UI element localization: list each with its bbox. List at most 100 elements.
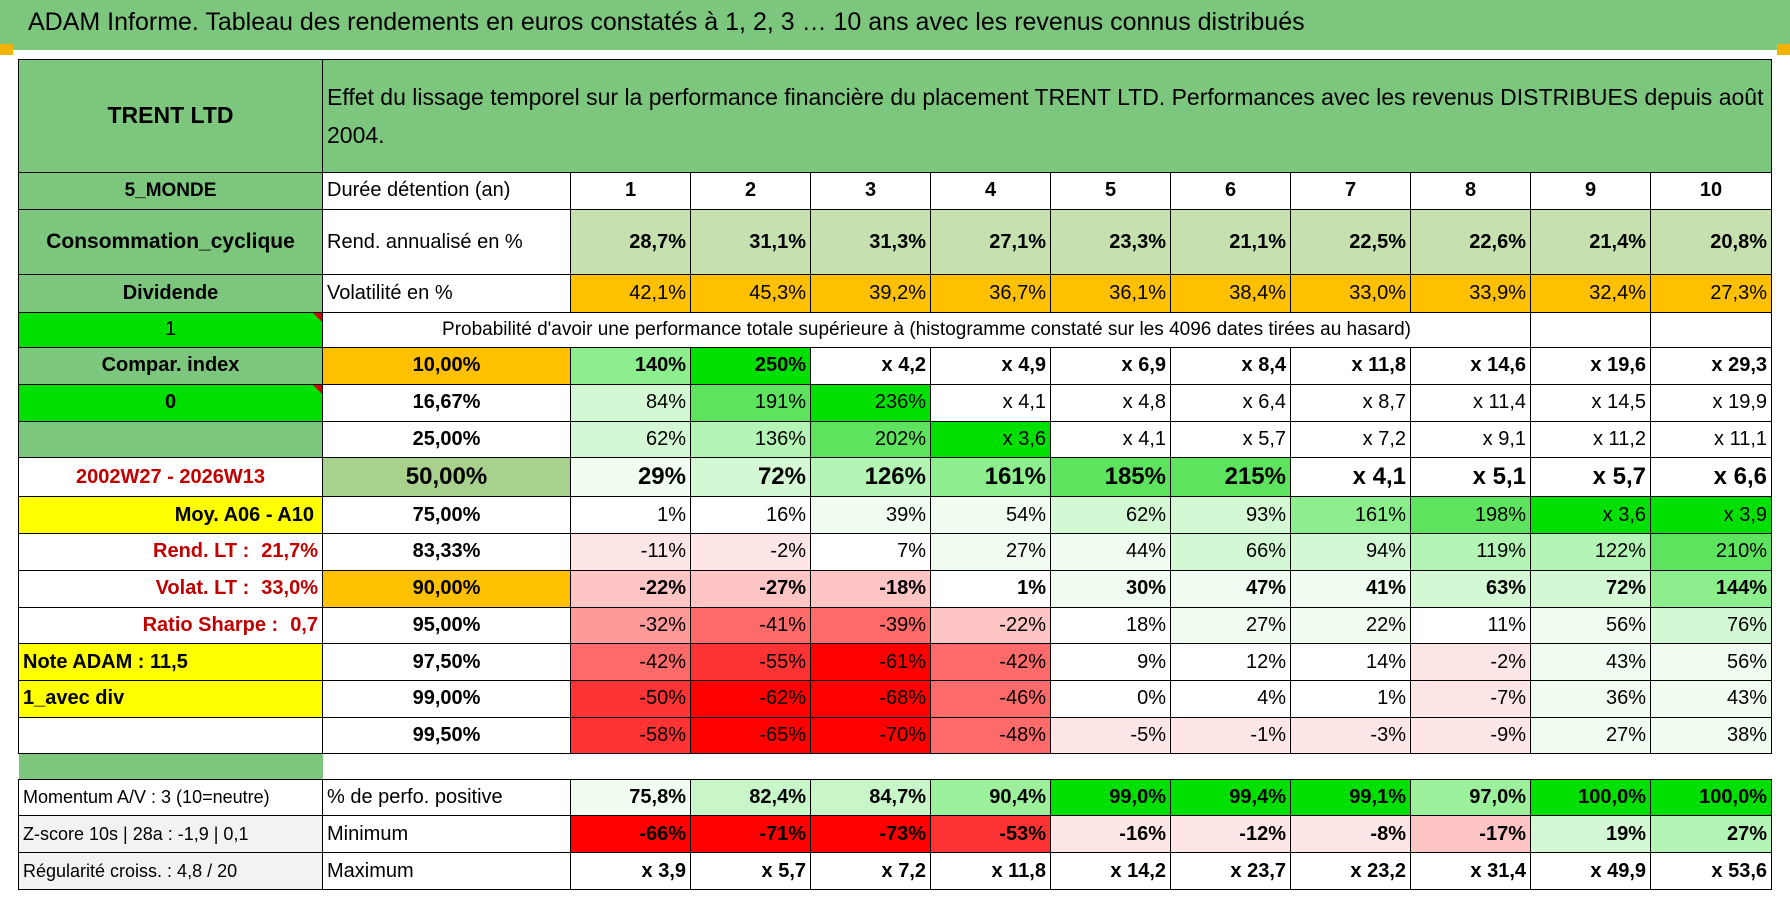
rend-lt-value: 21,7% — [261, 540, 318, 563]
year-header: 7 — [1290, 171, 1411, 211]
stat-value: x 53,6 — [1649, 852, 1773, 890]
performance-value: 1% — [930, 569, 1051, 608]
performance-value: -41% — [690, 606, 811, 645]
performance-value: x 7,2 — [1290, 420, 1411, 459]
spacer — [18, 753, 323, 780]
stat-value: -17% — [1410, 815, 1531, 854]
years-label: Durée détention (an) — [322, 171, 571, 211]
performance-value: x 4,8 — [1050, 383, 1171, 422]
stat-value: x 5,7 — [690, 852, 811, 890]
performance-value: x 8,7 — [1290, 383, 1411, 422]
index-flag: 1 — [18, 311, 323, 349]
rend-lt: Rend. LT : 21,7% — [18, 533, 323, 571]
performance-value: -62% — [690, 680, 811, 718]
asset-name: TRENT LTD — [18, 59, 323, 173]
performance-value: 185% — [1050, 457, 1171, 498]
header-description: Effet du lissage temporel sur la perform… — [321, 59, 1773, 173]
volat-value: 32,4% — [1530, 273, 1651, 313]
performance-value: x 5,7 — [1530, 457, 1651, 498]
performance-value: -70% — [810, 716, 931, 755]
performance-value: 136% — [690, 420, 811, 459]
performance-value: -46% — [930, 680, 1051, 718]
performance-value: 62% — [1050, 496, 1171, 535]
volat-value: 39,2% — [810, 273, 931, 313]
moy-label: Moy. A06 - A10 — [18, 496, 323, 535]
stat-value: 100,0% — [1530, 778, 1651, 817]
year-header: 3 — [810, 171, 931, 211]
rend-value: 28,7% — [570, 209, 691, 275]
performance-value: 27% — [930, 533, 1051, 571]
performance-value: 94% — [1290, 533, 1411, 571]
performance-value: x 11,4 — [1410, 383, 1531, 422]
indicator-label: Z-score 10s | 28a : -1,9 | 0,1 — [18, 815, 323, 854]
performance-value: -7% — [1410, 680, 1531, 718]
performance-value: -65% — [690, 716, 811, 755]
performance-value: 202% — [810, 420, 931, 459]
performance-value: -9% — [1410, 716, 1531, 755]
year-header: 5 — [1050, 171, 1171, 211]
rend-lt-label: Rend. LT : — [153, 540, 250, 563]
percentile-label: 95,00% — [322, 606, 571, 645]
sharpe-ratio-label: Ratio Sharpe : — [142, 613, 279, 636]
stat-value: -12% — [1170, 815, 1291, 854]
performance-value: x 9,1 — [1410, 420, 1531, 459]
volat-lt-value: 33,0% — [261, 577, 318, 600]
performance-value: -2% — [1410, 643, 1531, 682]
stat-value: 27% — [1649, 815, 1773, 854]
performance-value: x 3,6 — [930, 420, 1051, 459]
stat-label: % de perfo. positive — [322, 778, 571, 817]
year-header: 1 — [570, 171, 691, 211]
performance-value: 161% — [1290, 496, 1411, 535]
performance-value: x 4,1 — [1290, 457, 1411, 498]
rend-value: 21,4% — [1530, 209, 1651, 275]
empty-side — [18, 420, 323, 459]
stat-value: -16% — [1050, 815, 1171, 854]
spacer — [691, 754, 811, 779]
stat-label: Maximum — [322, 852, 571, 890]
rend-value: 22,6% — [1410, 209, 1531, 275]
volat-lt: Volat. LT : 33,0% — [18, 569, 323, 608]
stat-value: x 23,2 — [1290, 852, 1411, 890]
performance-value: -68% — [810, 680, 931, 718]
volat-lt-label: Volat. LT : — [155, 577, 250, 600]
performance-value: -22% — [930, 606, 1051, 645]
spacer — [1291, 754, 1411, 779]
performance-value: 47% — [1170, 569, 1291, 608]
performance-value: -58% — [570, 716, 691, 755]
year-header: 2 — [690, 171, 811, 211]
rend-value: 22,5% — [1290, 209, 1411, 275]
performance-value: -61% — [810, 643, 931, 682]
performance-value: 84% — [570, 383, 691, 422]
sector-label: Consommation_cyclique — [18, 209, 323, 275]
rend-value: 23,3% — [1050, 209, 1171, 275]
spacer — [1531, 754, 1651, 779]
empty-side — [18, 716, 323, 755]
performance-value: -1% — [1170, 716, 1291, 755]
title-bar: ADAM Informe. Tableau des rendements en … — [0, 0, 1790, 50]
performance-value: x 6,6 — [1649, 457, 1773, 498]
spacer — [1051, 754, 1171, 779]
indicator-label: Momentum A/V : 3 (10=neutre) — [18, 778, 323, 817]
performance-value: -55% — [690, 643, 811, 682]
performance-value: 62% — [570, 420, 691, 459]
spacer — [931, 754, 1051, 779]
percentile-label: 25,00% — [322, 420, 571, 459]
adam-note: Note ADAM : 11,5 — [18, 643, 323, 682]
stat-value: 82,4% — [690, 778, 811, 817]
performance-value: -42% — [930, 643, 1051, 682]
stat-value: 90,4% — [930, 778, 1051, 817]
performance-value: 30% — [1050, 569, 1171, 608]
year-header: 6 — [1170, 171, 1291, 211]
stat-value: 99,4% — [1170, 778, 1291, 817]
performance-value: 29% — [570, 457, 691, 498]
period-label: 2002W27 - 2026W13 — [18, 457, 323, 498]
performance-value: 16% — [690, 496, 811, 535]
performance-value: 27% — [1530, 716, 1651, 755]
region-label: 5_MONDE — [18, 171, 323, 211]
volat-value: 33,9% — [1410, 273, 1531, 313]
corner-marker — [0, 44, 13, 55]
performance-value: 38% — [1649, 716, 1773, 755]
performance-value: x 3,6 — [1530, 496, 1651, 535]
empty-cell — [1649, 311, 1773, 349]
spacer — [1651, 754, 1772, 779]
